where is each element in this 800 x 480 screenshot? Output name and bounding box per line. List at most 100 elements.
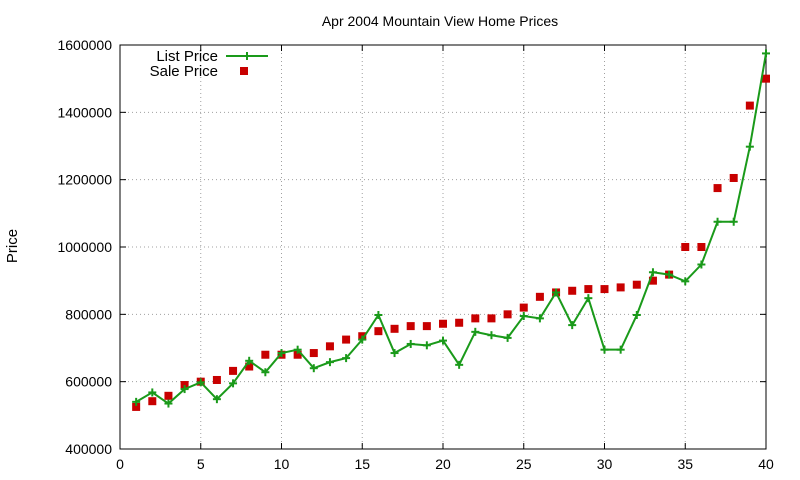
x-tick-label: 5 [197, 456, 205, 472]
sale-price-point [164, 391, 173, 400]
sale-price-point [471, 314, 480, 323]
sale-price-point [180, 381, 189, 390]
sale-price-point [745, 101, 754, 110]
list-price-point [552, 288, 561, 297]
sale-price-point [616, 283, 625, 292]
list-price-point [713, 217, 722, 226]
y-tick-label: 600000 [65, 374, 112, 390]
list-price-point [309, 364, 318, 373]
list-price-point [358, 335, 367, 344]
list-price-point [342, 354, 351, 363]
list-price-point [600, 345, 609, 354]
legend-marker-list-price [243, 52, 251, 60]
list-price-point [245, 356, 254, 365]
list-price-point [729, 217, 738, 226]
list-price-point [439, 336, 447, 345]
list-price-point [762, 49, 770, 58]
legend-marker-sale-price [240, 67, 248, 75]
chart-title: Apr 2004 Mountain View Home Prices [322, 13, 558, 29]
sale-price-point [648, 276, 657, 285]
sale-price-point [325, 342, 334, 351]
sale-price-point [374, 327, 383, 336]
list-price-point [519, 312, 528, 321]
list-price-point [648, 268, 657, 277]
grid-lines [120, 45, 766, 449]
legend-label-sale-price: Sale Price [150, 63, 218, 80]
sale-price-point [245, 362, 254, 371]
list-price-point [277, 349, 286, 358]
list-price-point [261, 368, 270, 377]
y-tick-label: 800000 [65, 306, 112, 322]
sale-price-point [713, 184, 722, 193]
list-price-point [390, 349, 399, 358]
x-tick-label: 0 [116, 456, 124, 472]
data-series [132, 49, 770, 411]
list-price-point [535, 314, 544, 323]
sale-price-point [519, 303, 528, 312]
list-price-point [632, 311, 641, 320]
sale-price-point [503, 310, 512, 319]
x-tick-label: 35 [677, 456, 693, 472]
sale-price-point [584, 285, 593, 294]
sale-price-point [568, 286, 577, 295]
sale-price-point [390, 324, 399, 333]
sale-price-point [309, 349, 318, 358]
list-price-point [681, 277, 690, 286]
list-price-point [665, 270, 674, 279]
sale-price-point [293, 350, 302, 359]
sale-price-point [697, 243, 706, 251]
sale-price-point [148, 397, 157, 406]
x-tick-label: 30 [597, 456, 613, 472]
list-price-point [229, 379, 238, 388]
legend-plus [243, 52, 251, 60]
list-price-point [180, 385, 189, 394]
list-price-point [132, 397, 141, 406]
y-axis-label: Price [4, 229, 21, 263]
list-price-point [616, 345, 625, 354]
sale-price-point [342, 335, 351, 344]
x-tick-label: 20 [435, 456, 451, 472]
y-tick-label: 1000000 [57, 239, 112, 255]
list-price-point [374, 311, 383, 320]
sale-price-point [406, 322, 415, 331]
list-price-point [325, 358, 334, 367]
list-price-point [196, 378, 205, 387]
x-tick-label: 25 [516, 456, 532, 472]
list-price-point [487, 331, 496, 340]
list-price-point [745, 142, 754, 151]
sale-price-point [132, 402, 141, 411]
legend-label-list-price: List Price [156, 48, 218, 65]
list-price-line [135, 53, 767, 405]
list-price-point [293, 345, 302, 354]
list-price-point [584, 294, 593, 303]
sale-price-point [455, 318, 464, 327]
sale-price-point [681, 243, 690, 251]
list-price-point [422, 341, 431, 350]
list-price-point [471, 327, 480, 336]
list-price-point [503, 333, 512, 342]
list-price-point [568, 321, 577, 330]
x-tick-label: 40 [758, 456, 774, 472]
sale-price-point [261, 350, 270, 359]
axis-ticks: 400000 600000 800000 1000000 1200000 1400000 1… [57, 37, 774, 472]
legend: List Price Sale Price [150, 48, 268, 80]
sale-price-point [422, 322, 431, 331]
sale-price-point [212, 375, 221, 384]
list-price-point [697, 260, 706, 269]
y-tick-label: 1400000 [57, 104, 112, 120]
sale-price-point [762, 74, 770, 83]
y-tick-label: 1600000 [57, 37, 112, 53]
list-price-point [406, 339, 415, 348]
sale-price-point [535, 292, 544, 301]
y-tick-label: 400000 [65, 441, 112, 457]
x-tick-label: 15 [354, 456, 370, 472]
list-price-point [212, 395, 221, 404]
sale-price-point [729, 173, 738, 182]
sale-price-point [229, 366, 238, 375]
list-price-point [164, 399, 173, 408]
list-price-point [455, 360, 464, 369]
sale-price-point [487, 314, 496, 323]
sale-price-point [600, 285, 609, 294]
sale-price-point [439, 319, 447, 328]
